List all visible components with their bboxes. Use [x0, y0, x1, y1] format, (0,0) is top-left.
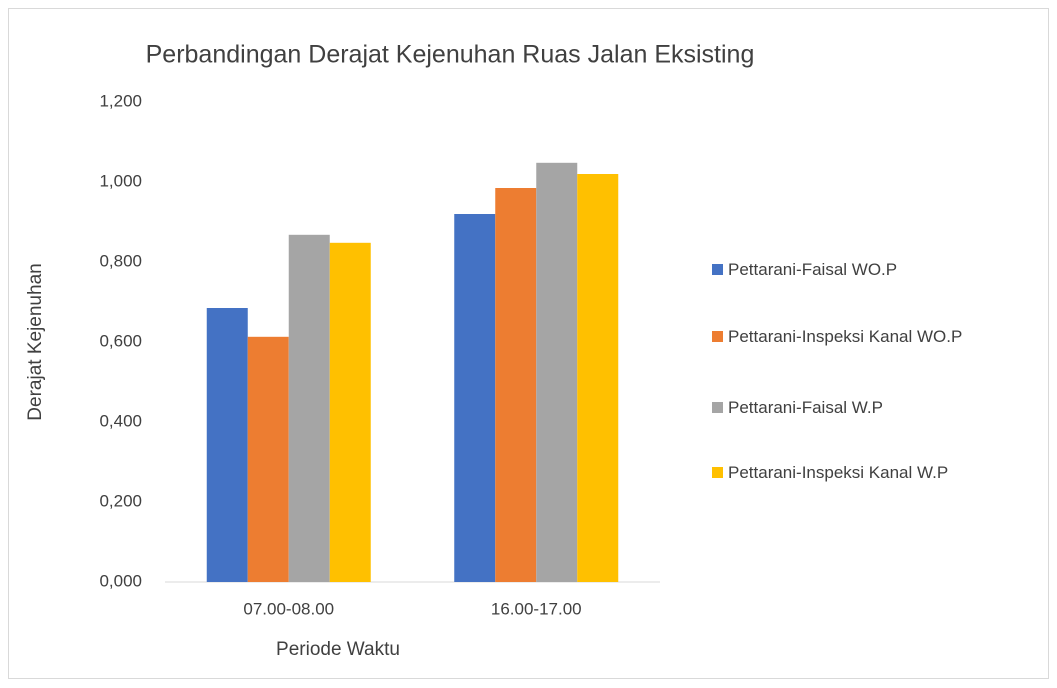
legend-label: Pettarani-Inspeksi Kanal WO.P	[728, 327, 963, 346]
legend-label: Pettarani-Faisal W.P	[728, 398, 883, 417]
bar	[454, 214, 496, 582]
x-tick-label: 16.00-17.00	[491, 599, 582, 618]
chart-title: Perbandingan Derajat Kejenuhan Ruas Jala…	[146, 41, 755, 69]
y-tick-label: 0,200	[99, 491, 142, 510]
legend-label: Pettarani-Inspeksi Kanal W.P	[728, 463, 949, 482]
y-tick-label: 0,800	[99, 251, 142, 270]
bar	[329, 242, 371, 583]
x-tick-label: 07.00-08.00	[243, 599, 334, 618]
y-tick-label: 0,000	[99, 571, 142, 590]
bar	[247, 336, 289, 582]
y-tick-label: 0,600	[99, 331, 142, 350]
legend-item: Pettarani-Inspeksi Kanal WO.P	[712, 326, 1032, 347]
x-axis-label: Periode Waktu	[276, 639, 400, 660]
bar	[495, 188, 537, 582]
y-tick-label: 1,200	[99, 91, 142, 110]
legend-item: Pettarani-Faisal W.P	[712, 397, 1032, 418]
legend-swatch	[712, 467, 723, 478]
legend-label: Pettarani-Faisal WO.P	[728, 260, 898, 279]
bar	[206, 308, 248, 582]
bar	[536, 162, 578, 583]
legend-swatch	[712, 264, 723, 275]
y-axis-label: Derajat Kejenuhan	[25, 263, 46, 420]
y-tick-label: 1,000	[99, 171, 142, 190]
y-tick-label: 0,400	[99, 411, 142, 430]
bar	[288, 234, 330, 583]
bar	[577, 174, 619, 582]
legend-swatch	[712, 402, 723, 413]
legend-swatch	[712, 331, 723, 342]
legend-item: Pettarani-Inspeksi Kanal W.P	[712, 462, 1032, 483]
legend-item: Pettarani-Faisal WO.P	[712, 259, 1032, 280]
